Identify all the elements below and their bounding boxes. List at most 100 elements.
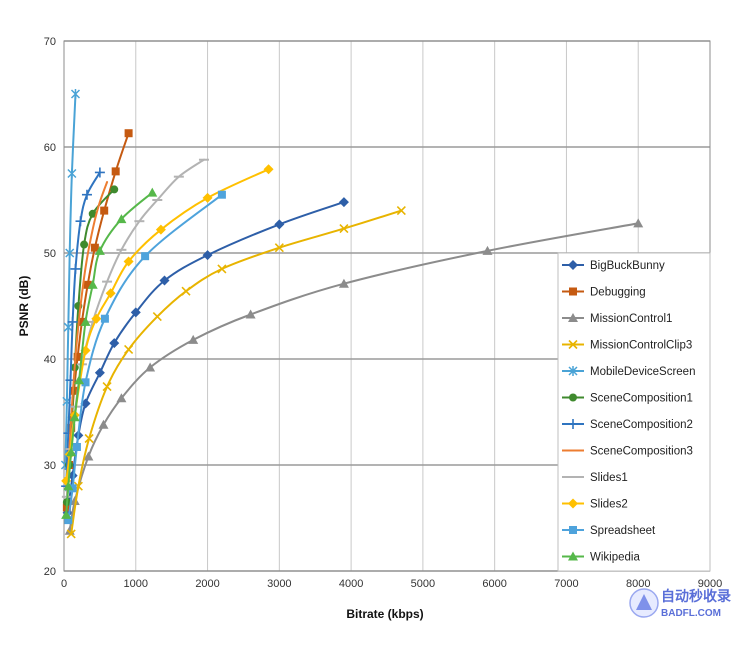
x-tick-label: 3000 (267, 578, 291, 590)
legend-box (557, 252, 711, 572)
legend-swatch-marker (568, 313, 578, 322)
x-tick-label: 8000 (626, 578, 650, 590)
data-point (100, 314, 109, 323)
data-point (105, 288, 116, 299)
legend-entry: SceneComposition2 (562, 419, 693, 431)
data-point (188, 334, 199, 344)
legend-label: Debugging (590, 287, 646, 299)
data-point (91, 313, 102, 324)
data-point (72, 442, 81, 451)
legend-label: SceneComposition3 (590, 446, 693, 458)
legend-entry: Spreadsheet (562, 525, 656, 537)
data-point (67, 168, 77, 179)
data-point (116, 214, 127, 224)
data-point (245, 309, 256, 319)
legend-entry: Wikipedia (562, 551, 640, 564)
x-tick-label: 7000 (554, 578, 578, 590)
data-point (217, 264, 227, 274)
y-tick-label: 40 (44, 354, 56, 366)
data-point (482, 245, 493, 255)
legend-swatch-marker (569, 393, 577, 402)
data-point (75, 216, 86, 227)
data-point (65, 248, 75, 258)
data-point (263, 164, 274, 175)
data-point (81, 378, 90, 387)
legend-swatch-marker (568, 419, 578, 429)
series-MissionControlClip3 (66, 206, 406, 539)
data-point (116, 393, 127, 403)
data-point (77, 317, 86, 326)
data-point (83, 451, 94, 461)
legend-entry: SceneComposition3 (562, 446, 693, 458)
data-point (159, 275, 170, 286)
data-point (123, 256, 134, 267)
data-point (80, 316, 91, 326)
legend-entry: BigBuckBunny (562, 260, 665, 272)
legend-label: SceneComposition1 (590, 393, 693, 405)
y-tick-label: 50 (44, 248, 56, 260)
data-point (94, 367, 105, 378)
data-point (63, 481, 74, 491)
data-point (633, 218, 644, 228)
data-point (84, 433, 94, 444)
data-point (63, 322, 73, 333)
y-tick-label: 30 (44, 460, 56, 472)
data-point (73, 352, 82, 361)
legend-swatch-marker (568, 339, 578, 350)
data-point (80, 240, 89, 249)
data-point (100, 206, 109, 215)
data-point (70, 89, 81, 99)
data-point (202, 250, 213, 261)
legend-label: Wikipedia (590, 552, 640, 564)
data-point (110, 185, 119, 194)
data-point (69, 412, 80, 422)
legend: BigBuckBunny Debugging MissionControl1 Miss… (557, 252, 711, 572)
data-point (155, 224, 166, 235)
series-SceneComposition3 (65, 181, 109, 498)
legend-entry: SceneComposition1 (562, 393, 693, 405)
data-point (66, 447, 77, 457)
legend-entry: Debugging (562, 287, 646, 299)
data-point (202, 192, 213, 203)
data-point (70, 263, 81, 274)
data-point (74, 375, 85, 385)
legend-label: MissionControlClip3 (590, 340, 692, 352)
data-point (67, 316, 78, 327)
data-point (145, 362, 156, 372)
watermark: 自动秒收录 BADFL.COM (629, 588, 731, 619)
legend-swatch-marker (569, 287, 577, 296)
watermark-line2: BADFL.COM (661, 608, 721, 619)
legend-swatch-marker (568, 260, 578, 270)
data-point (61, 509, 72, 519)
legend-label: SceneComposition2 (590, 419, 693, 431)
legend-label: BigBuckBunny (590, 260, 665, 272)
data-point (111, 167, 120, 176)
legend-label: Slides1 (590, 472, 628, 484)
x-tick-label: 0 (61, 578, 67, 590)
y-tick-label: 70 (44, 36, 56, 48)
data-point (68, 484, 77, 493)
y-tick-label: 60 (44, 142, 56, 154)
data-point (130, 307, 141, 318)
legend-label: MissionControl1 (590, 313, 672, 325)
watermark-line1: 自动秒收录 (661, 588, 731, 604)
data-point (94, 167, 105, 178)
legend-swatch-marker (569, 526, 577, 534)
legend-entry: MobileDeviceScreen (562, 366, 695, 378)
data-point (83, 280, 92, 289)
data-point (338, 197, 349, 208)
legend-entry: MissionControl1 (562, 313, 672, 325)
data-point (90, 243, 99, 252)
watermark-logo-mark (636, 594, 652, 610)
data-point (124, 129, 133, 138)
data-point (81, 189, 92, 200)
legend-label: Slides2 (590, 499, 628, 511)
series-Spreadsheet (64, 190, 226, 525)
data-point (98, 419, 109, 429)
data-point (87, 279, 98, 289)
y-axis-title: PSNR (dB) (17, 276, 31, 337)
x-tick-label: 2000 (195, 578, 219, 590)
axes: 0 1000 2000 3000 4000 5000 6000 7000 8000 9000 20 3… (44, 36, 722, 590)
data-point (274, 243, 284, 253)
legend-swatch-marker (568, 498, 578, 509)
